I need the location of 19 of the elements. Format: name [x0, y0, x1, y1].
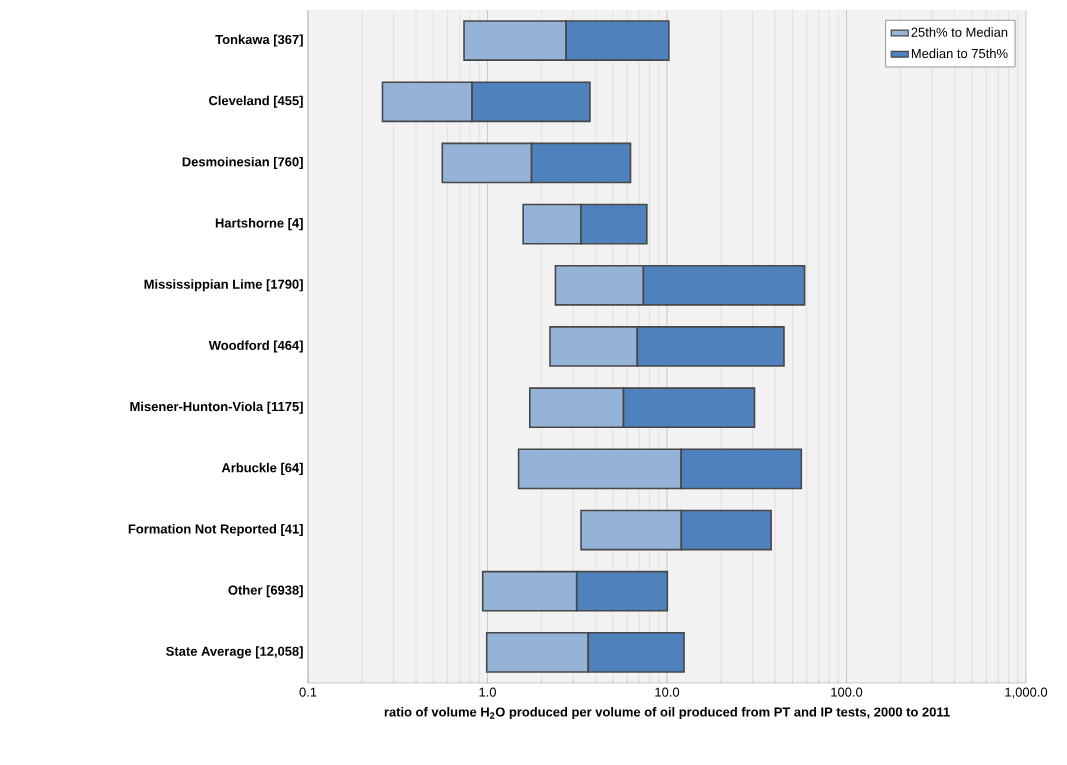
y-tick-label: Desmoinesian [760]	[182, 156, 303, 169]
y-tick-label: Woodford [464]	[208, 340, 303, 353]
y-tick-label: Tonkawa [367]	[215, 34, 303, 47]
y-tick-label: State Average [12,058]	[166, 646, 303, 659]
y-tick-label: Cleveland [455]	[209, 95, 303, 108]
y-tick-label: Formation Not Reported [41]	[128, 524, 303, 537]
x-tick-label: 100.0	[831, 687, 863, 697]
legend-label: Median to 75th%	[911, 48, 1008, 59]
x-tick-label: 1,000.0	[1005, 687, 1048, 699]
x-axis-title: ratio of volume H$_{2}$O produced per volume of oil produced from PT and IP tests, 2000 to 2011	[384, 707, 950, 720]
y-tick-label: Arbuckle [64]	[221, 462, 303, 475]
y-tick-label: Misener-Hunton-Viola [1175]	[130, 401, 303, 414]
y-tick-label: Mississippian Lime [1790]	[144, 279, 303, 292]
x-tick-label: 0.1	[299, 687, 317, 697]
y-tick-label: Other [6938]	[228, 585, 303, 598]
y-tick-label: Hartshorne [4]	[215, 218, 303, 231]
legend-label: 25th% to Median	[911, 27, 1008, 37]
x-tick-label: 1.0	[479, 687, 497, 697]
x-tick-label: 10.0	[655, 687, 680, 697]
